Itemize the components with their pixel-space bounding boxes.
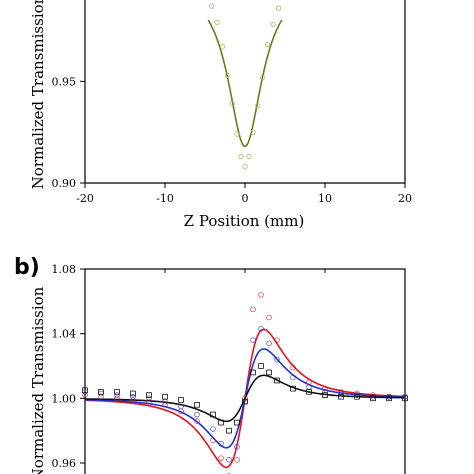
panel-b-data-point (194, 411, 200, 418)
panel-b-data-point (146, 395, 152, 402)
panel-a-x-tick-label: -10 (156, 192, 174, 205)
panel-b-data-point (226, 456, 232, 463)
panel-a-y-tick-label: 0.95 (52, 75, 77, 88)
panel-a-data-point (255, 103, 261, 109)
panel-b-data-point (162, 393, 168, 400)
panel-a-data-point (229, 101, 235, 107)
panel-b-data-point (266, 340, 272, 347)
panel-b-data-point (114, 389, 120, 395)
panel-b-data-point (266, 314, 272, 321)
panel-b-data-point (258, 292, 264, 298)
panel-b-data-point (194, 418, 200, 424)
panel-b-data-point (234, 419, 240, 426)
panel-a-data-point (259, 74, 266, 80)
panel-a-x-tick-label: 10 (318, 192, 332, 205)
panel-b-data-point (322, 389, 328, 395)
panel-a-y-axis-label: Normalized Transmission (29, 0, 47, 189)
panel-a-data-point (224, 72, 230, 78)
panel-b-data-point (98, 389, 104, 395)
panel-b-data-point (290, 385, 296, 392)
panel-a-data-point (246, 153, 252, 160)
panel-a-x-tick-label: 0 (242, 192, 249, 205)
panel-b-data-point (218, 455, 224, 461)
panel-b-data-point (258, 363, 264, 369)
panel-b-data-point (290, 374, 296, 381)
panel-b-y-tick-label: 0.96 (52, 457, 77, 470)
panel-b-data-point (226, 427, 232, 434)
panel-b-data-point (370, 392, 376, 398)
panel-a-data-point (264, 42, 270, 48)
panel-b-data-point (338, 390, 344, 397)
panel-a-data-point (238, 153, 244, 160)
panel-a: -20 -10 0 10 20 0.90 0.95 Z Position (mm) Norm… (29, 0, 412, 230)
panel-b-data-point (178, 397, 184, 403)
panel-b-data-point (210, 411, 216, 418)
panel-a-data-point (220, 44, 226, 50)
panel-b-data-point (386, 395, 392, 402)
panel-b-data-point (290, 364, 296, 371)
panel-b-data-point (130, 393, 136, 400)
panel-b-data-point (258, 326, 264, 332)
panel-b-data-point (370, 395, 376, 402)
panel-b-data-point (194, 401, 200, 408)
panel-b-data-point (250, 306, 256, 313)
panel-a-y-tick-label: 0.90 (52, 177, 77, 190)
panel-b-data-point (210, 437, 216, 444)
panel-b-data-point (338, 393, 344, 400)
panel-b-data-point (162, 401, 168, 408)
panel-b-data-point (354, 390, 360, 397)
panel-b-data-point (354, 393, 360, 400)
panel-b-data-point (218, 440, 224, 447)
panel-b-data-point (306, 389, 312, 395)
panel-b-data-point (146, 398, 152, 405)
panel-a-data-point (234, 131, 240, 137)
panel-b-y-tick-label: 1.00 (52, 392, 77, 405)
panel-b-label: b) (14, 255, 40, 280)
panel-b-data-point (274, 377, 280, 384)
panel-a-x-tick-label: -20 (76, 192, 94, 205)
panel-b-data-point (210, 426, 216, 432)
panel-a-data-point (242, 164, 248, 170)
panel-b-data-point (82, 387, 88, 394)
panel-a-x-tick-label: 20 (398, 192, 412, 205)
panel-b-y-tick-label: 1.08 (52, 263, 77, 276)
panel-a-fit-line (207, 19, 283, 148)
panel-b-data-point (178, 403, 184, 410)
panel-b-data-point (274, 337, 280, 343)
panel-a-data-point (250, 129, 256, 135)
panel-b-data-point (234, 444, 240, 450)
panel-b-data-point (402, 395, 408, 402)
panel-a-x-axis-label: Z Position (mm) (184, 212, 305, 230)
panel-b-data-point (218, 419, 224, 426)
panel-b-fit-black (84, 374, 406, 423)
panel-b-data-point (146, 392, 152, 398)
panel-b-data-point (274, 356, 280, 363)
panel-a-data-point (275, 5, 282, 11)
panel-b-y-tick-label: 1.04 (52, 328, 77, 341)
panel-b-data-point (114, 392, 120, 398)
panel-b-data-point (266, 369, 272, 376)
panel-a-data-point (270, 21, 276, 27)
panel-b-data-point (234, 456, 240, 463)
panel-a-data-point (208, 3, 214, 9)
panel-b-data-point (98, 390, 104, 397)
panel-b-data-point (250, 369, 256, 376)
panel-b-data-point (242, 398, 248, 405)
panel-b-data-point (130, 397, 136, 403)
panel-b-data-point (130, 390, 136, 397)
panel-b-data-point (322, 392, 328, 398)
panel-b-data-point (114, 395, 120, 402)
panel-b-frame (84, 268, 406, 474)
panel-b-y-axis-label: Normalized Transmission (29, 286, 47, 474)
panel-a-data-point (214, 19, 220, 25)
panel-b-data-point (242, 395, 248, 402)
panel-b: b) 0.96 1.00 1.04 1.08 Normalized Transmiss… (14, 255, 408, 474)
panel-b-data-point (250, 337, 256, 343)
panel-b-data-point (322, 385, 328, 392)
